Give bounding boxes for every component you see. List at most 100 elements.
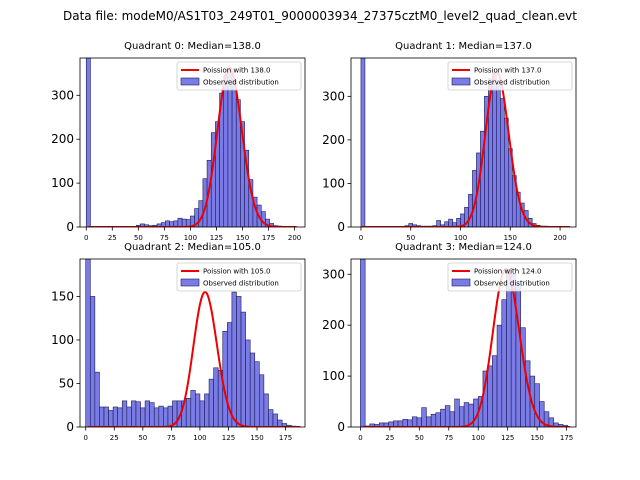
histogram-bar <box>149 402 155 427</box>
histogram-bar <box>548 417 554 427</box>
legend-bar-swatch <box>451 77 471 86</box>
y-tick-label: 100 <box>322 369 345 383</box>
x-tick-label: 50 <box>134 234 143 242</box>
x-tick-label: 150 <box>530 434 543 442</box>
histogram-bar <box>236 296 242 427</box>
histogram-bar <box>240 311 246 427</box>
chart-panel-0: 0 25 50 75 100 125 150 175 200 0 100 200 300 Quadrant… <box>51 41 306 242</box>
histogram-bar <box>272 413 278 427</box>
panel-title: Quadrant 0: Median=138.0 <box>124 41 261 52</box>
figure-title: Data file: modeM0/AS1T03_249T01_90000039… <box>63 9 577 23</box>
histogram-bar <box>213 367 219 427</box>
histogram-bar <box>454 398 460 427</box>
histogram-bars <box>85 259 297 427</box>
legend-bar-swatch <box>180 278 200 287</box>
histogram-bar <box>421 407 427 427</box>
histogram-bar <box>181 218 187 227</box>
legend-box <box>447 262 573 292</box>
histogram-bar <box>195 393 201 427</box>
histogram-bar <box>515 284 521 427</box>
legend-curve-label: Poission with 137.0 <box>474 67 542 75</box>
histogram-bar <box>249 352 256 427</box>
histogram-bar <box>501 299 507 427</box>
histogram-bar <box>185 397 192 427</box>
y-tick-label: 0 <box>66 420 74 434</box>
x-tick-label: 25 <box>110 434 119 442</box>
x-tick-label: 200 <box>288 234 301 242</box>
histogram-bar <box>99 406 105 427</box>
histogram-bar <box>407 419 413 427</box>
histogram-bar <box>222 330 228 427</box>
histogram-bar <box>103 406 109 427</box>
histogram-bar <box>463 402 470 427</box>
histogram-bar <box>163 407 169 427</box>
histogram-bar <box>263 393 269 427</box>
legend-curve-label: Poission with 105.0 <box>203 268 271 276</box>
poisson-curve <box>87 291 301 427</box>
legend: Poission with 137.0 Observed distribution <box>447 61 573 91</box>
histogram-bar <box>444 405 451 427</box>
poisson-curve <box>88 67 297 227</box>
legend: Poission with 124.0 Observed distribution <box>447 262 573 292</box>
histogram-bar <box>131 400 137 427</box>
y-tick-label: 150 <box>51 289 74 303</box>
histogram-bar <box>402 419 408 427</box>
y-tick-label: 200 <box>51 132 74 146</box>
x-tick-label: 25 <box>385 434 394 442</box>
legend-bars-label: Observed distribution <box>474 280 550 288</box>
histogram-bar <box>459 406 465 427</box>
legend-curve-label: Poission with 124.0 <box>474 268 542 276</box>
histogram-bar <box>254 361 260 427</box>
x-tick-label: 0 <box>83 434 87 442</box>
histogram-bar <box>268 409 274 427</box>
histogram-bar <box>360 259 366 427</box>
histogram-bar <box>108 410 114 427</box>
histogram-bar <box>167 405 173 427</box>
histogram-bar <box>231 79 237 227</box>
x-tick-label: 75 <box>444 434 453 442</box>
histogram-bar <box>117 407 123 427</box>
y-tick-label: 200 <box>322 133 345 147</box>
histogram-bar <box>435 412 441 427</box>
x-tick-label: 175 <box>560 434 573 442</box>
x-tick-label: 100 <box>184 234 197 242</box>
x-tick-label: 125 <box>222 434 235 442</box>
histogram-bar <box>449 411 455 427</box>
axes-frame <box>350 258 577 428</box>
histogram-bar <box>85 58 91 227</box>
x-tick-label: 75 <box>160 234 169 242</box>
x-tick-label: 75 <box>167 434 176 442</box>
legend-box <box>176 61 302 91</box>
chart-panel-3: 0 25 50 75 100 125 150 175 0 100 200 300 Quadrant 3:… <box>322 242 577 442</box>
histogram-bar <box>85 259 91 427</box>
histogram-bar <box>492 355 498 427</box>
x-tick-label: 25 <box>108 234 117 242</box>
histogram-bar <box>506 268 512 427</box>
histogram-bar <box>496 82 501 227</box>
histogram-bar <box>259 374 265 427</box>
histogram-bar <box>440 408 446 427</box>
legend-box <box>447 61 573 91</box>
histogram-bars <box>360 259 569 427</box>
histogram-bar <box>500 98 505 227</box>
histogram-bar <box>231 291 237 427</box>
y-tick-label: 0 <box>66 220 74 234</box>
legend: Poission with 138.0 Observed distribution <box>176 61 302 91</box>
x-tick-label: 200 <box>553 234 566 242</box>
chart-panel-2: 0 25 50 75 100 125 150 175 0 50 100 150 Quadrant 2: … <box>51 242 306 442</box>
legend: Poission with 105.0 Observed distribution <box>176 262 302 292</box>
legend-bars-label: Observed distribution <box>203 280 279 288</box>
histogram-bar <box>360 58 366 227</box>
histogram-bar <box>121 400 128 427</box>
histogram-bar <box>177 217 183 227</box>
x-tick-label: 150 <box>250 434 263 442</box>
y-tick-label: 200 <box>322 318 345 332</box>
x-tick-label: 100 <box>454 234 467 242</box>
x-tick-label: 150 <box>504 234 517 242</box>
histogram-bar <box>492 72 497 227</box>
x-tick-label: 50 <box>138 434 147 442</box>
legend-bars-label: Observed distribution <box>203 79 279 87</box>
y-tick-label: 0 <box>337 420 345 434</box>
histogram-bar <box>227 67 233 227</box>
